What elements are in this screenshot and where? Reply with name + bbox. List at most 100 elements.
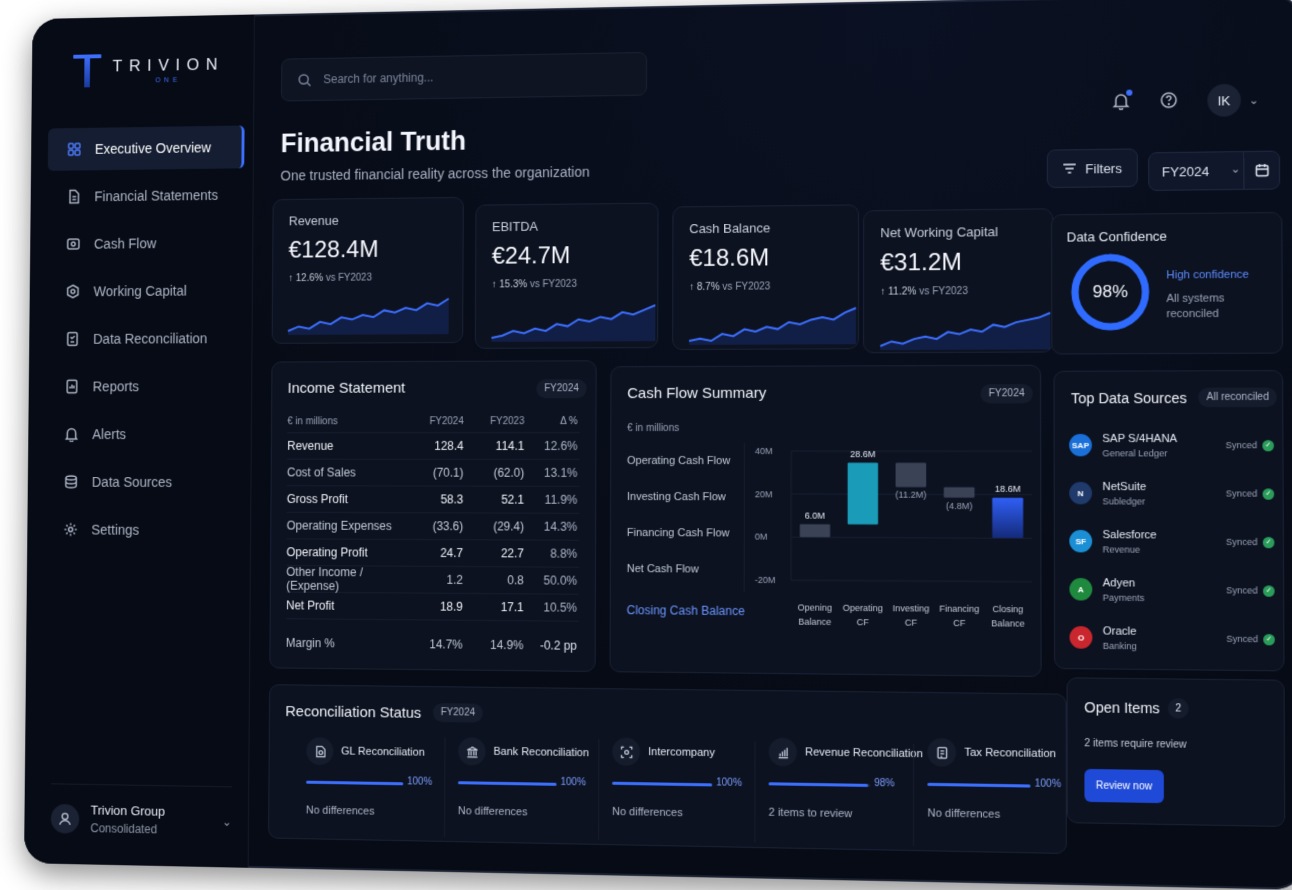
notifications-button[interactable]	[1111, 92, 1132, 113]
recon-item-gl-reconciliation[interactable]: GL Reconciliation100%No differences	[306, 737, 462, 835]
page-title: Financial Truth	[281, 126, 467, 159]
recon-note: 2 items to review	[769, 807, 853, 821]
calendar-icon	[1254, 163, 1269, 177]
bell-icon	[64, 426, 79, 442]
period-badge[interactable]: FY2024	[980, 384, 1033, 403]
source-row-sap-s-4hana[interactable]: SAPSAP S/4HANAGeneral LedgerSynced✓	[1069, 425, 1274, 466]
kpi-sparkline	[286, 289, 451, 337]
row-label: Operating Profit	[286, 545, 402, 559]
kpi-card-cash-balance[interactable]: Cash Balance€18.6M↑ 8.7% vs FY2023	[672, 204, 859, 350]
recon-name: Intercompany	[648, 746, 715, 759]
sidebar-item-cash-flow[interactable]: Cash Flow	[47, 221, 244, 266]
sidebar-item-label: Executive Overview	[95, 140, 211, 157]
closing-cash-link[interactable]: Closing Cash Balance	[627, 603, 745, 618]
source-row-oracle[interactable]: OOracleBankingSynced✓	[1070, 617, 1275, 660]
table-row[interactable]: Cost of Sales(70.1)(62.0)13.1%	[287, 460, 580, 487]
status-text: Synced	[1226, 537, 1258, 547]
source-row-salesforce[interactable]: SFSalesforceRevenueSynced✓	[1069, 521, 1274, 563]
table-row[interactable]: Operating Profit24.722.78.8%	[286, 539, 579, 567]
check-icon: ✓	[1263, 633, 1275, 644]
row-label: Cost of Sales	[287, 466, 403, 480]
row-label: Margin %	[286, 635, 402, 650]
bar-value-label: (11.2M)	[895, 490, 926, 500]
source-row-adyen[interactable]: AAdyenPaymentsSynced✓	[1069, 569, 1274, 612]
table-row[interactable]: Revenue128.4114.112.6%	[287, 433, 579, 460]
kpi-delta: ↑ 8.7% vs FY2023	[689, 281, 770, 293]
source-name: Oracle	[1103, 625, 1137, 638]
delta-value: 11.9%	[524, 493, 577, 507]
source-status: Synced✓	[1226, 585, 1275, 597]
fy2023-value: 52.1	[463, 493, 524, 507]
col-header: € in millions	[287, 416, 403, 427]
sidebar-item-label: Cash Flow	[94, 235, 157, 251]
filters-button[interactable]: Filters	[1047, 148, 1138, 188]
table-row[interactable]: Net Profit18.917.110.5%	[286, 593, 579, 622]
table-row[interactable]: Gross Profit58.352.111.9%	[287, 486, 580, 514]
confidence-percent: 98%	[1069, 251, 1152, 333]
review-now-button[interactable]: Review now	[1084, 769, 1163, 803]
help-button[interactable]	[1159, 91, 1180, 112]
user-menu[interactable]: IK ⌄	[1207, 83, 1259, 116]
cash-flow-title: Cash Flow Summary	[627, 385, 766, 402]
notification-dot	[1126, 90, 1132, 96]
fiscal-year-select[interactable]: FY2024 ⌄	[1148, 151, 1280, 191]
help-icon	[1159, 91, 1178, 110]
cash-flow-line-item[interactable]: Operating Cash Flow	[621, 443, 744, 479]
kpi-delta: ↑ 15.3% vs FY2023	[492, 279, 577, 291]
calendar-button[interactable]	[1243, 152, 1279, 189]
recon-progress-fill	[927, 783, 1030, 788]
x-tick-label: Investing	[893, 603, 930, 614]
recon-item-intercompany[interactable]: Intercompany100%No differences	[612, 737, 773, 837]
kpi-value: €31.2M	[880, 249, 962, 278]
kpi-card-revenue[interactable]: Revenue€128.4M↑ 12.6% vs FY2023	[272, 197, 464, 344]
source-row-netsuite[interactable]: NNetSuiteSubledgerSynced✓	[1069, 473, 1274, 515]
sidebar-item-data-reconciliation[interactable]: Data Reconciliation	[46, 317, 243, 361]
org-name: Trivion Group	[91, 803, 166, 819]
source-type: Payments	[1103, 592, 1145, 603]
fy2023-value: (29.4)	[463, 519, 524, 533]
gl-icon	[306, 737, 333, 765]
sidebar-item-label: Working Capital	[93, 283, 186, 299]
check-icon: ✓	[1263, 488, 1275, 499]
table-row[interactable]: Other Income / (Expense)1.20.850.0%	[286, 566, 579, 595]
search-icon	[297, 72, 311, 87]
sidebar-item-reports[interactable]: Reports	[45, 365, 242, 408]
fy2024-value: 14.7%	[402, 637, 463, 652]
col-header: Δ %	[524, 416, 577, 427]
kpi-card-net-working-capital[interactable]: Net Working Capital€31.2M↑ 11.2% vs FY20…	[863, 208, 1053, 353]
brand-logo[interactable]: TRIVION ONE	[73, 52, 224, 88]
cash-flow-line-item[interactable]: Net Cash Flow	[621, 551, 744, 588]
sidebar-item-executive-overview[interactable]: Executive Overview	[48, 125, 245, 170]
recon-progress-fill	[769, 782, 868, 787]
chart-icon	[769, 738, 797, 767]
sidebar-item-settings[interactable]: Settings	[44, 508, 242, 552]
kpi-label: Revenue	[289, 213, 339, 228]
kpi-card-ebitda[interactable]: EBITDA€24.7M↑ 15.3% vs FY2023	[475, 203, 659, 349]
table-row[interactable]: Operating Expenses(33.6)(29.4)14.3%	[287, 513, 580, 541]
bar-value-label: (4.8M)	[946, 500, 973, 510]
sidebar-item-alerts[interactable]: Alerts	[45, 413, 242, 456]
recon-item-bank-reconciliation[interactable]: Bank Reconciliation100%No differences	[458, 737, 617, 836]
open-items-card: Open Items 2 2 items require review Revi…	[1067, 677, 1286, 827]
sidebar-item-financial-statements[interactable]: Financial Statements	[47, 173, 244, 218]
cash-flow-line-item[interactable]: Investing Cash Flow	[621, 479, 744, 515]
period-badge[interactable]: FY2024	[536, 379, 586, 398]
row-label: Gross Profit	[287, 492, 403, 506]
recon-note: No differences	[458, 805, 528, 818]
sidebar-item-working-capital[interactable]: Working Capital	[46, 269, 243, 313]
sidebar-item-label: Settings	[91, 522, 139, 538]
x-tick-label: CF	[905, 617, 918, 627]
cash-flow-line-item[interactable]: Financing Cash Flow	[621, 515, 744, 552]
status-text: Synced	[1226, 634, 1258, 645]
period-badge[interactable]: FY2024	[433, 703, 483, 723]
org-switcher[interactable]: Trivion Group Consolidated ⌄	[51, 783, 232, 837]
recon-note: No differences	[306, 804, 375, 817]
reconciliation-card: Reconciliation Status FY2024 GL Reconcil…	[268, 684, 1067, 854]
sidebar-item-data-sources[interactable]: Data Sources	[45, 460, 243, 503]
recon-name: GL Reconciliation	[341, 746, 425, 759]
kpi-value: €18.6M	[689, 244, 769, 273]
search-input[interactable]: Search for anything...	[281, 52, 647, 102]
x-tick-label: Opening	[798, 602, 833, 613]
x-tick-label: CF	[857, 617, 870, 627]
recon-item-revenue-reconciliation[interactable]: Revenue Reconciliation98%2 items to revi…	[769, 738, 932, 838]
